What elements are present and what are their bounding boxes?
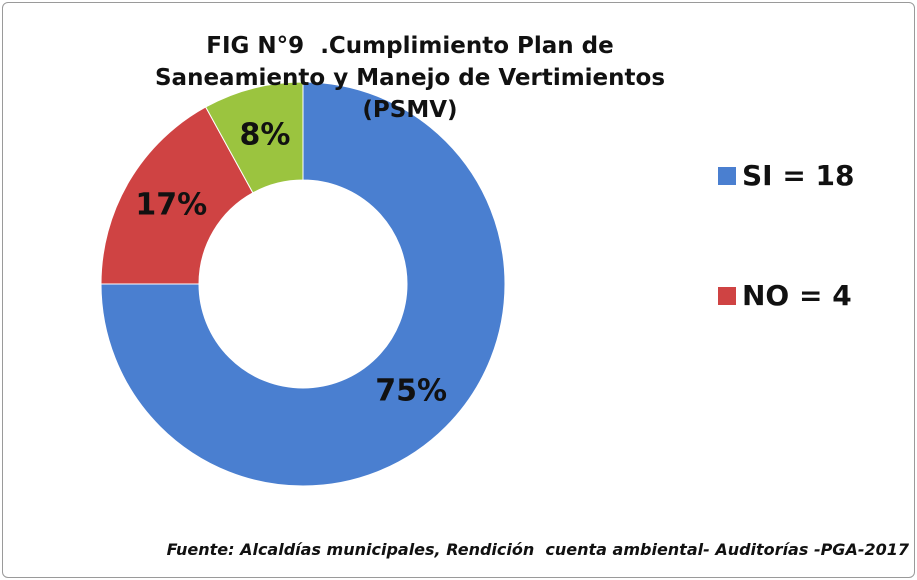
chart-title: FIG N°9 .Cumplimiento Plan de Saneamient… xyxy=(154,33,674,123)
data-label: 8% xyxy=(239,117,290,152)
legend-swatch xyxy=(718,287,736,305)
data-label: 17% xyxy=(135,188,207,223)
source-note: Fuente: Alcaldías municipales, Rendición… xyxy=(166,540,909,559)
legend-swatch xyxy=(718,167,736,185)
data-label: 75% xyxy=(375,374,447,409)
donut-segment xyxy=(100,81,506,487)
donut-segment xyxy=(100,106,254,285)
legend-label: SI = 18 xyxy=(742,159,855,192)
legend-label: NO = 4 xyxy=(742,279,852,312)
donut-segment xyxy=(205,81,304,194)
